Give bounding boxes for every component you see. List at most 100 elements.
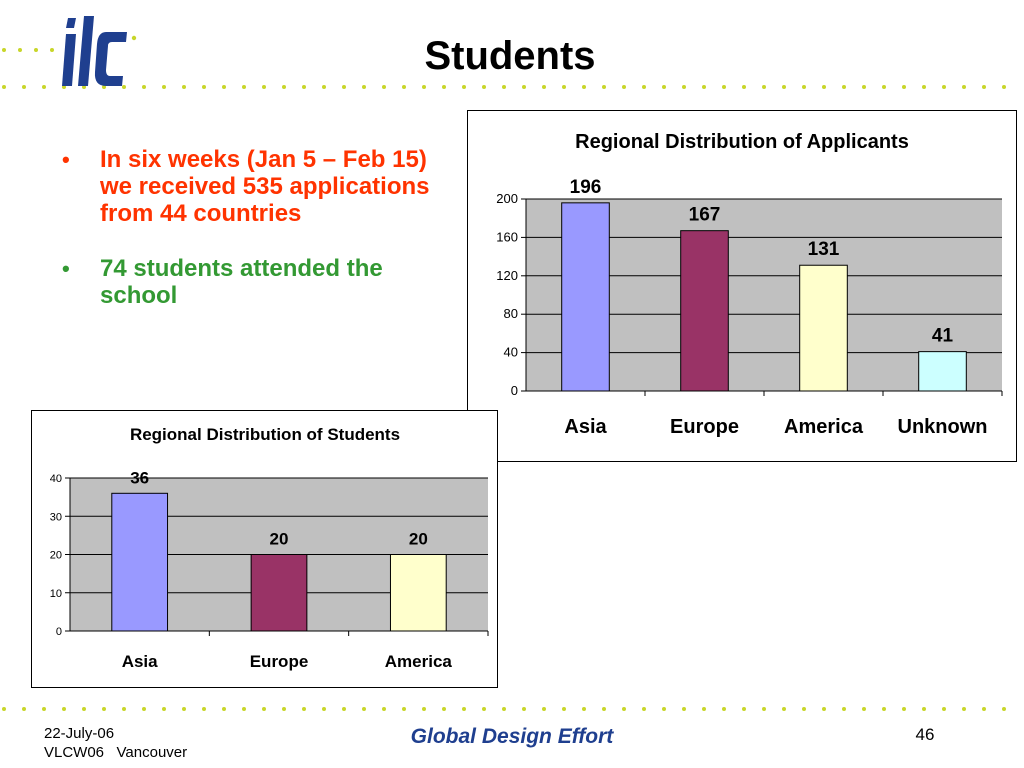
dot <box>482 707 486 711</box>
dot <box>422 85 426 89</box>
bar-europe <box>680 230 729 392</box>
bar-asia <box>561 202 610 392</box>
y-tick-label: 10 <box>50 588 62 600</box>
dot <box>402 85 406 89</box>
dot <box>502 85 506 89</box>
dot <box>802 707 806 711</box>
students-chart: Regional Distribution of Students 0 10 20 30… <box>31 410 498 688</box>
dot <box>662 85 666 89</box>
dot <box>282 85 286 89</box>
dot <box>42 707 46 711</box>
slide-title: Students <box>424 34 596 78</box>
dot <box>802 85 806 89</box>
category-label-europe: Europe <box>670 416 739 438</box>
dot <box>622 707 626 711</box>
dot <box>22 707 26 711</box>
footer-organization: Global Design Effort <box>410 725 614 748</box>
bar-america <box>799 264 848 392</box>
footer-date-block: 22-July-06 VLCW06 Vancouver <box>44 724 187 762</box>
footer-dots-divider <box>2 707 1006 711</box>
header-dots-divider <box>2 85 1006 89</box>
dot <box>402 707 406 711</box>
dot <box>542 707 546 711</box>
dot <box>982 707 986 711</box>
bullet-applications: In six weeks (Jan 5 – Feb 15) we receive… <box>58 146 458 227</box>
dot <box>2 707 6 711</box>
dot <box>762 707 766 711</box>
data-label-america: 20 <box>409 530 428 549</box>
dot <box>942 85 946 89</box>
category-label-unknown: Unknown <box>898 416 988 438</box>
dot <box>582 85 586 89</box>
y-tick-label: 120 <box>496 268 518 283</box>
dot <box>702 707 706 711</box>
dot <box>322 85 326 89</box>
footer-date: 22-July-06 <box>44 725 115 742</box>
dot <box>502 707 506 711</box>
dot <box>222 85 226 89</box>
data-label-america: 131 <box>808 239 840 260</box>
dot <box>422 707 426 711</box>
chart-title: Regional Distribution of Students <box>130 425 400 444</box>
bar-europe <box>250 554 308 632</box>
dot <box>642 85 646 89</box>
dot <box>462 85 466 89</box>
dot <box>922 85 926 89</box>
dot <box>162 85 166 89</box>
dot <box>102 85 106 89</box>
bar-unknown <box>918 351 967 392</box>
footer-event: VLCW06 Vancouver <box>44 744 188 761</box>
dot <box>202 85 206 89</box>
category-label-america: America <box>784 416 864 438</box>
dot <box>362 85 366 89</box>
dot <box>722 707 726 711</box>
y-tick-label: 40 <box>504 345 518 360</box>
dot <box>50 48 54 52</box>
dot <box>462 707 466 711</box>
dot <box>922 707 926 711</box>
dot <box>1002 707 1006 711</box>
dot <box>182 85 186 89</box>
dot <box>2 48 6 52</box>
dot <box>2 85 6 89</box>
dot <box>782 85 786 89</box>
dot <box>862 707 866 711</box>
dot <box>962 85 966 89</box>
y-tick-label: 30 <box>50 511 62 523</box>
dot <box>522 707 526 711</box>
dot <box>202 707 206 711</box>
category-label-asia: Asia <box>122 652 158 671</box>
dot <box>42 85 46 89</box>
dot <box>602 707 606 711</box>
dot <box>142 85 146 89</box>
dot <box>182 707 186 711</box>
dot <box>34 48 38 52</box>
dot <box>382 707 386 711</box>
dot <box>262 707 266 711</box>
dot <box>302 85 306 89</box>
dot <box>62 707 66 711</box>
dot <box>82 707 86 711</box>
dot <box>282 707 286 711</box>
dot <box>522 85 526 89</box>
dot <box>882 707 886 711</box>
dot <box>822 707 826 711</box>
dot <box>782 707 786 711</box>
dot <box>482 85 486 89</box>
dot <box>342 707 346 711</box>
dot <box>542 85 546 89</box>
dot <box>722 85 726 89</box>
y-tick-label: 40 <box>50 473 62 485</box>
dot <box>122 85 126 89</box>
bullet-attendance: 74 students attended the school <box>58 255 458 309</box>
dot <box>902 85 906 89</box>
dot <box>982 85 986 89</box>
dot <box>642 707 646 711</box>
dot <box>762 85 766 89</box>
category-label-europe: Europe <box>250 652 309 671</box>
dot <box>342 85 346 89</box>
dot <box>682 707 686 711</box>
page-number: 46 <box>915 725 935 744</box>
dot <box>122 707 126 711</box>
dot <box>442 707 446 711</box>
